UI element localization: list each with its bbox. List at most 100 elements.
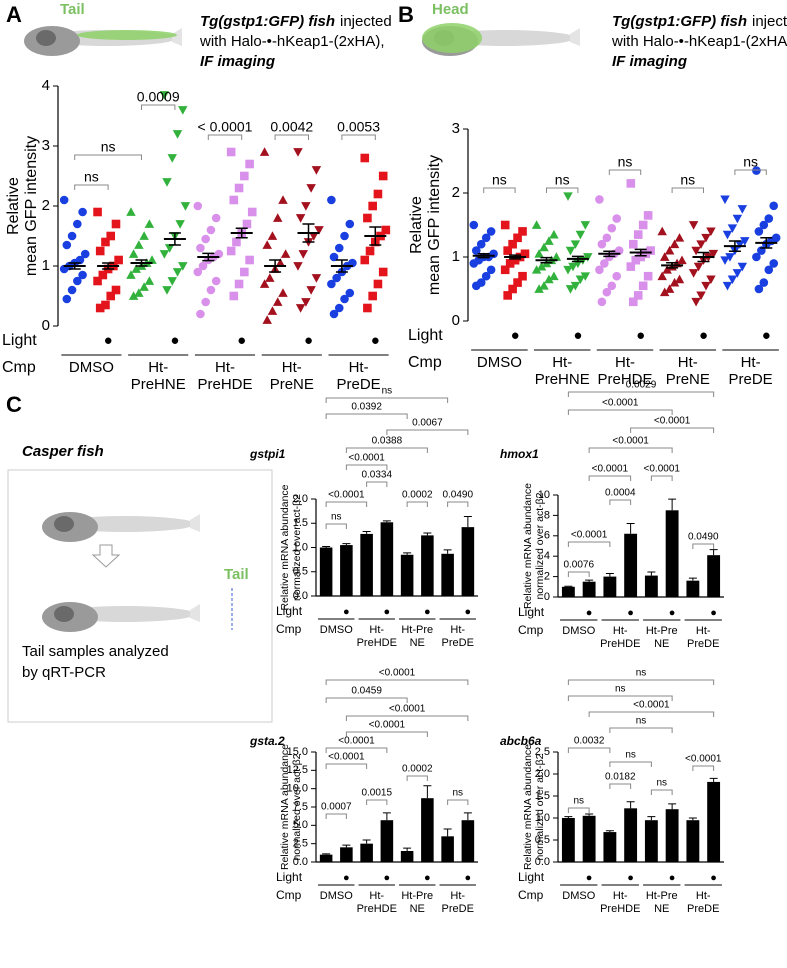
caption: Tg(gstp1:GFP) fish injected [612, 13, 787, 30]
arrow [91, 544, 121, 568]
data-point [240, 267, 249, 277]
significance-label: 0.0053 [337, 119, 380, 135]
data-point [669, 277, 680, 287]
bar [582, 581, 596, 597]
cmp-group-label: PreDE [687, 903, 719, 915]
cmp-group-label: PreHDE [600, 903, 640, 915]
data-point [273, 297, 283, 306]
y-axis-label: Relative mRNA abundance [522, 744, 534, 870]
error-bar [626, 523, 635, 534]
data-point [139, 231, 149, 240]
cmp-group-label: PreNE [270, 376, 314, 393]
data-point [345, 288, 355, 298]
data-point [206, 285, 216, 295]
significance-bracket [608, 169, 642, 175]
significance-bracket [567, 409, 673, 415]
fish-icon [42, 602, 200, 632]
error-bar [477, 253, 490, 259]
cmp-group-label: Ht- [678, 354, 698, 371]
significance-bracket [447, 799, 469, 805]
significance-label: <0.0001 [592, 464, 629, 475]
data-point [180, 202, 191, 211]
y-tick-label: 10.0 [287, 783, 308, 795]
significance-bracket [325, 397, 449, 403]
significance-label: ns [452, 788, 463, 799]
cmp-group-label: Ht-Pre [401, 890, 433, 902]
cmp-group-label: DMSO [320, 624, 353, 636]
cmp-label: Cmp [2, 359, 36, 376]
y-axis-label: Relative [5, 177, 22, 235]
casper-note: Tail samples analyzed [22, 643, 169, 660]
data-point [612, 214, 622, 223]
significance-label: <0.0001 [328, 490, 365, 501]
data-point [544, 236, 554, 245]
data-point [469, 259, 479, 268]
significance-label: 0.0007 [321, 802, 352, 813]
cmp-group-label: PreHDE [357, 903, 397, 915]
cmp-group-label: DMSO [320, 890, 353, 902]
data-point [735, 240, 745, 249]
data-point [240, 171, 249, 181]
data-point [126, 207, 136, 216]
cmp-group-label: DMSO [562, 890, 595, 902]
significance-bracket [609, 499, 632, 505]
significance-label: <0.0001 [685, 754, 722, 765]
cmp-group-label: PreHNE [535, 371, 590, 388]
data-point [78, 207, 87, 217]
data-point [607, 223, 617, 233]
data-point [78, 270, 87, 280]
significance-bracket [588, 447, 673, 453]
light-marker: ● [573, 327, 582, 344]
data-point [513, 233, 522, 243]
data-point [95, 246, 105, 256]
y-tick-label: 6 [544, 530, 550, 542]
data-point [505, 259, 515, 268]
y-tick-label: 0.5 [535, 834, 550, 846]
significance-bracket [325, 763, 368, 769]
significance-label: <0.0001 [644, 464, 681, 475]
error-bar [335, 259, 348, 273]
bar [707, 555, 721, 597]
cmp-group-label: Ht- [450, 890, 465, 902]
error-bar [382, 520, 391, 523]
significance-label: 0.0002 [402, 490, 433, 501]
data-point [476, 239, 486, 249]
y-tick-label: 4 [42, 77, 50, 94]
data-point [172, 268, 183, 277]
light-marker: ● [465, 606, 472, 618]
y-tick-label: 3 [452, 120, 460, 137]
data-point [293, 148, 303, 157]
panel-label: A [6, 2, 22, 27]
data-point [306, 286, 316, 295]
data-point [720, 195, 730, 205]
data-point [229, 195, 239, 205]
data-point [534, 284, 544, 293]
data-point [688, 269, 699, 278]
data-point [669, 239, 680, 249]
error-bar [688, 577, 697, 581]
bar [380, 522, 394, 596]
bar [644, 575, 658, 597]
data-point [128, 291, 139, 300]
data-point [139, 282, 149, 291]
bar [319, 854, 333, 862]
significance-label: ns [636, 668, 647, 679]
bar [360, 843, 373, 862]
significance-label: < 0.0001 [198, 119, 253, 135]
significance-label: ns [625, 750, 636, 761]
significance-label: 0.0029 [626, 380, 657, 391]
cmp-group-label: Ht- [282, 359, 302, 376]
significance-bracket [406, 501, 428, 507]
significance-label: 0.0032 [574, 736, 605, 747]
significance-label: <0.0001 [348, 453, 385, 464]
data-point [327, 279, 336, 289]
data-point [234, 183, 244, 193]
data-point [706, 227, 716, 237]
error-bar [585, 579, 594, 582]
light-label: Light [408, 327, 443, 344]
error-bar [688, 817, 697, 821]
data-point [134, 240, 144, 249]
bar [665, 809, 679, 862]
bar [319, 547, 333, 596]
significance-label: ns [101, 139, 116, 155]
